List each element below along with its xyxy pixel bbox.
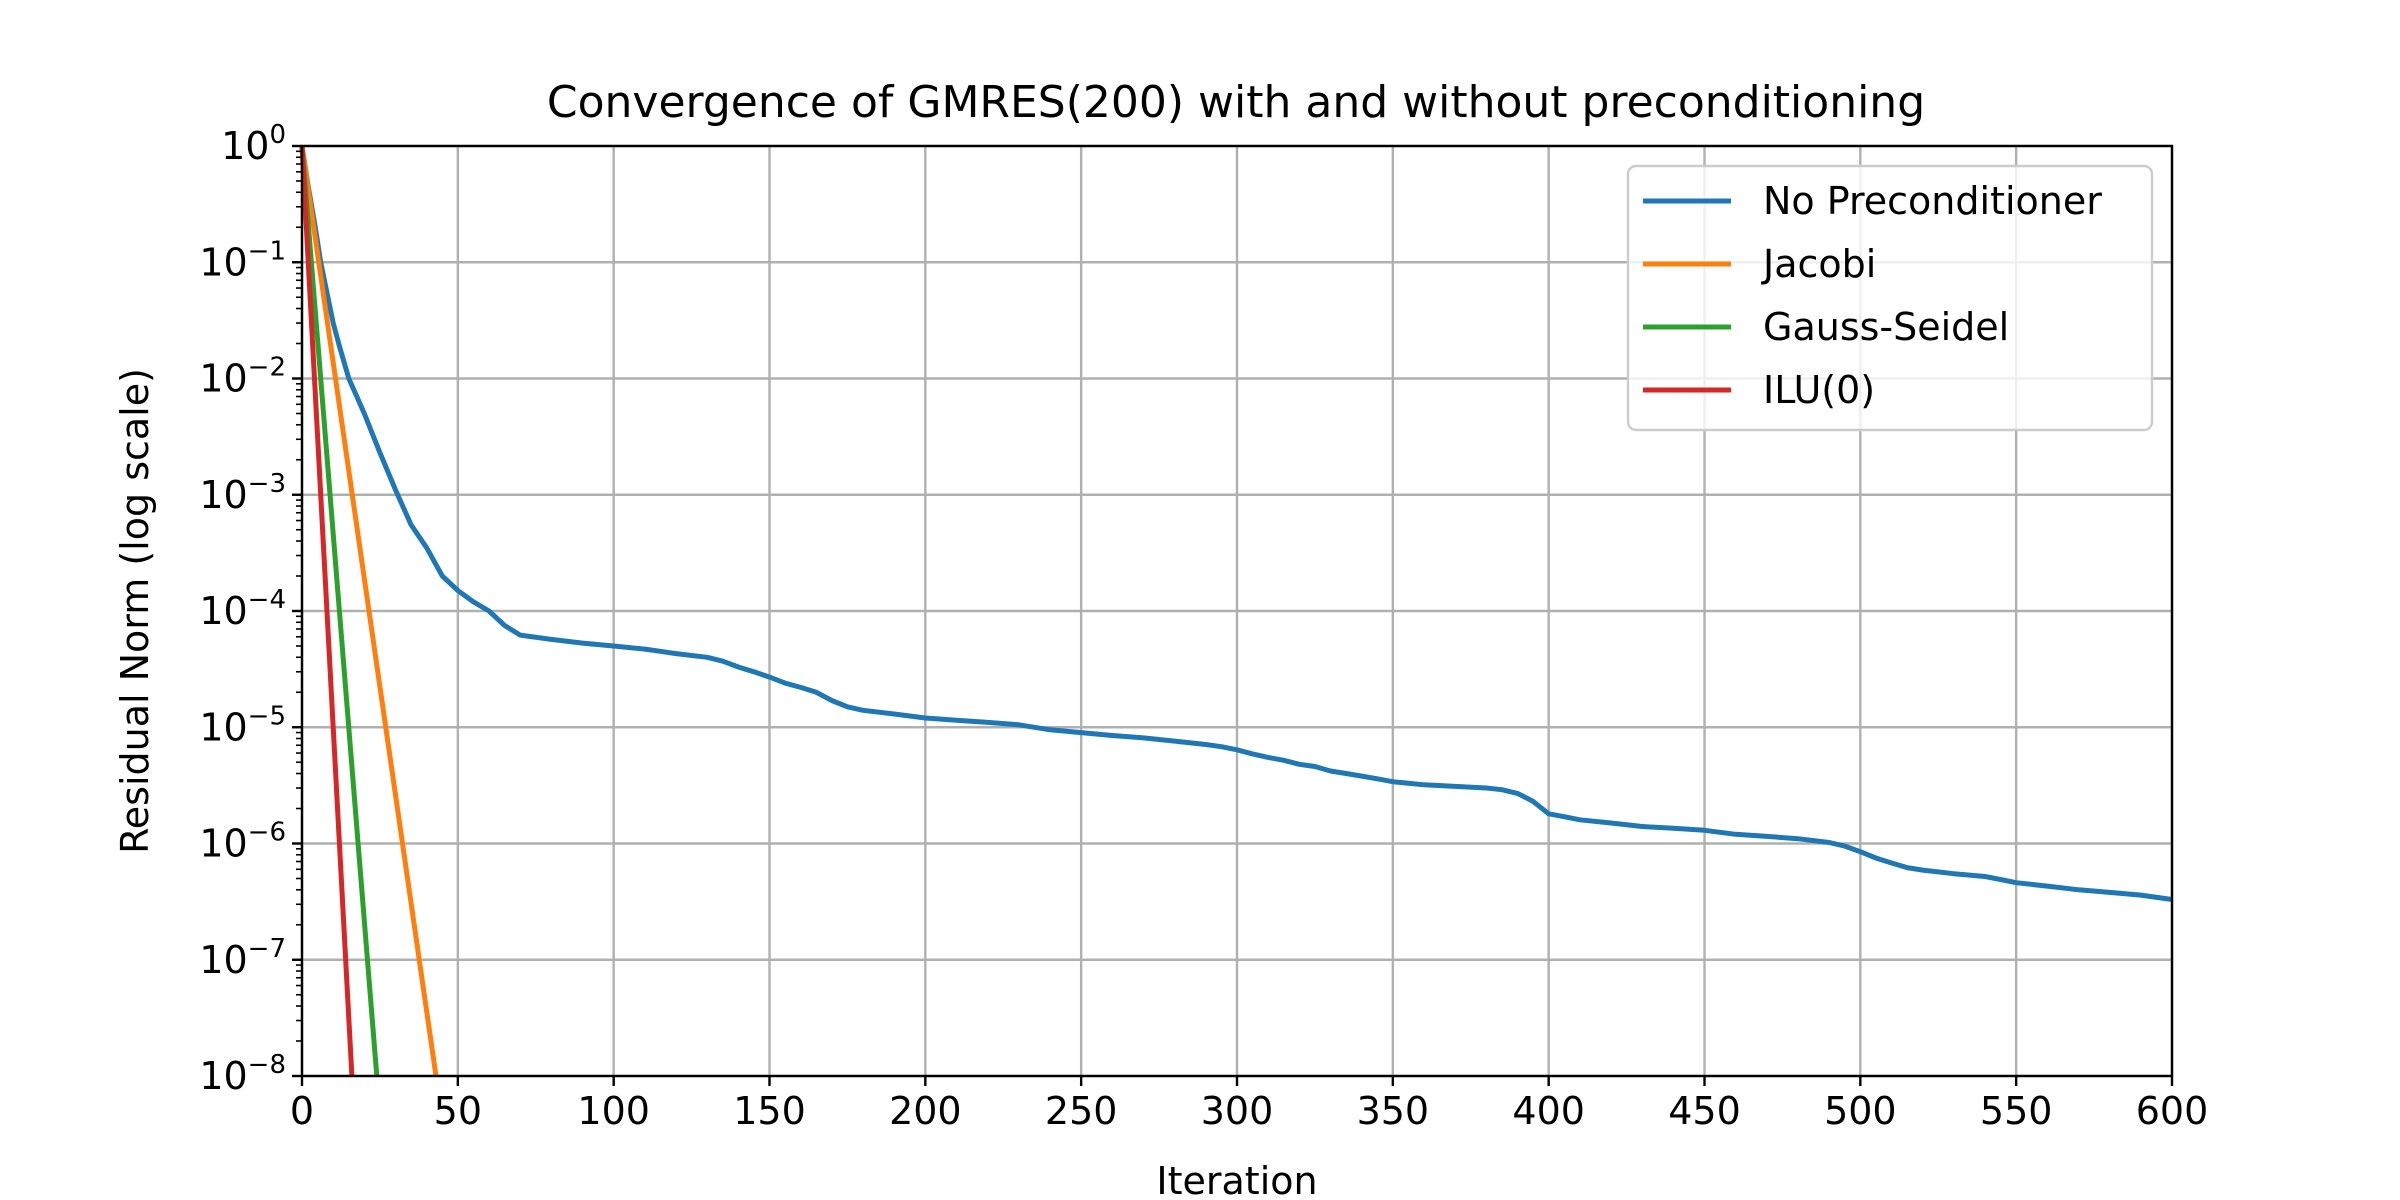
legend: No Preconditioner Jacobi Gauss-Seidel ILU(0… [1626, 164, 2154, 432]
legend-items: No Preconditioner Jacobi Gauss-Seidel ILU(0… [1643, 179, 2102, 412]
y-tick-base: 10 [199, 240, 247, 284]
y-tick-exponent: −4 [248, 585, 286, 615]
y-tick-label: 10−8 [199, 1050, 286, 1098]
y-tick-exponent: −1 [248, 236, 286, 266]
x-tick-label: 600 [2136, 1089, 2209, 1133]
legend-label-no-preconditioner: No Preconditioner [1763, 179, 2102, 223]
series-layer [299, 145, 2173, 1077]
series-line-jacobi [299, 145, 439, 1077]
x-tick-label: 350 [1357, 1089, 1430, 1133]
x-tick-label: 500 [1824, 1089, 1897, 1133]
y-tick-exponent: −5 [248, 701, 286, 731]
legend-box [1626, 164, 2154, 432]
y-tick-label: 100 [221, 120, 286, 168]
x-tick-label: 0 [290, 1089, 314, 1133]
series-line-ilu-0 [299, 145, 355, 1077]
x-tick-label: 200 [889, 1089, 962, 1133]
y-tick-base: 10 [199, 1054, 247, 1098]
x-tick-label: 150 [733, 1089, 806, 1133]
y-tick-base: 10 [199, 473, 247, 517]
x-tick-label: 50 [434, 1089, 482, 1133]
legend-label-gauss-seidel: Gauss-Seidel [1763, 305, 2009, 349]
y-tick-base: 10 [199, 705, 247, 749]
y-axis-label: Residual Norm (log scale) [113, 368, 157, 854]
chart-title: Convergence of GMRES(200) with and witho… [547, 77, 1925, 128]
y-tick-exponent: −2 [248, 353, 286, 383]
series-line-no-preconditioner [299, 145, 2173, 902]
series-line-gauss-seidel [299, 145, 380, 1077]
x-tick-label: 100 [577, 1089, 650, 1133]
ticks-layer [292, 144, 2174, 1086]
x-tick-label: 300 [1201, 1089, 1274, 1133]
y-tick-label: 10−1 [199, 236, 286, 284]
x-axis-label: Iteration [1156, 1159, 1317, 1200]
y-tick-exponent: 0 [269, 120, 286, 150]
y-tick-base: 10 [199, 938, 247, 982]
legend-label-ilu-0: ILU(0) [1763, 368, 1875, 412]
y-tick-base: 10 [199, 589, 247, 633]
y-tick-exponent: −3 [248, 469, 286, 499]
y-tick-label: 10−2 [199, 353, 286, 401]
y-tick-label: 10−3 [199, 469, 286, 517]
y-tick-label: 10−4 [199, 585, 286, 633]
y-tick-base: 10 [221, 124, 269, 168]
y-tick-base: 10 [199, 822, 247, 866]
x-tick-label: 400 [1512, 1089, 1585, 1133]
x-tick-label: 450 [1668, 1089, 1741, 1133]
x-tick-label: 550 [1980, 1089, 2053, 1133]
y-tick-label: 10−5 [199, 701, 286, 749]
y-tick-exponent: −7 [248, 934, 286, 964]
legend-label-jacobi: Jacobi [1761, 242, 1876, 286]
y-tick-base: 10 [199, 357, 247, 401]
y-tick-label: 10−7 [199, 934, 286, 982]
x-tick-label: 250 [1045, 1089, 1118, 1133]
y-tick-exponent: −6 [248, 818, 286, 848]
tick-labels-layer: 0 50 100 150 200 250 300 350 400 450 500 550 6001001… [199, 120, 2208, 1133]
y-tick-exponent: −8 [248, 1050, 286, 1080]
y-tick-label: 10−6 [199, 818, 286, 866]
